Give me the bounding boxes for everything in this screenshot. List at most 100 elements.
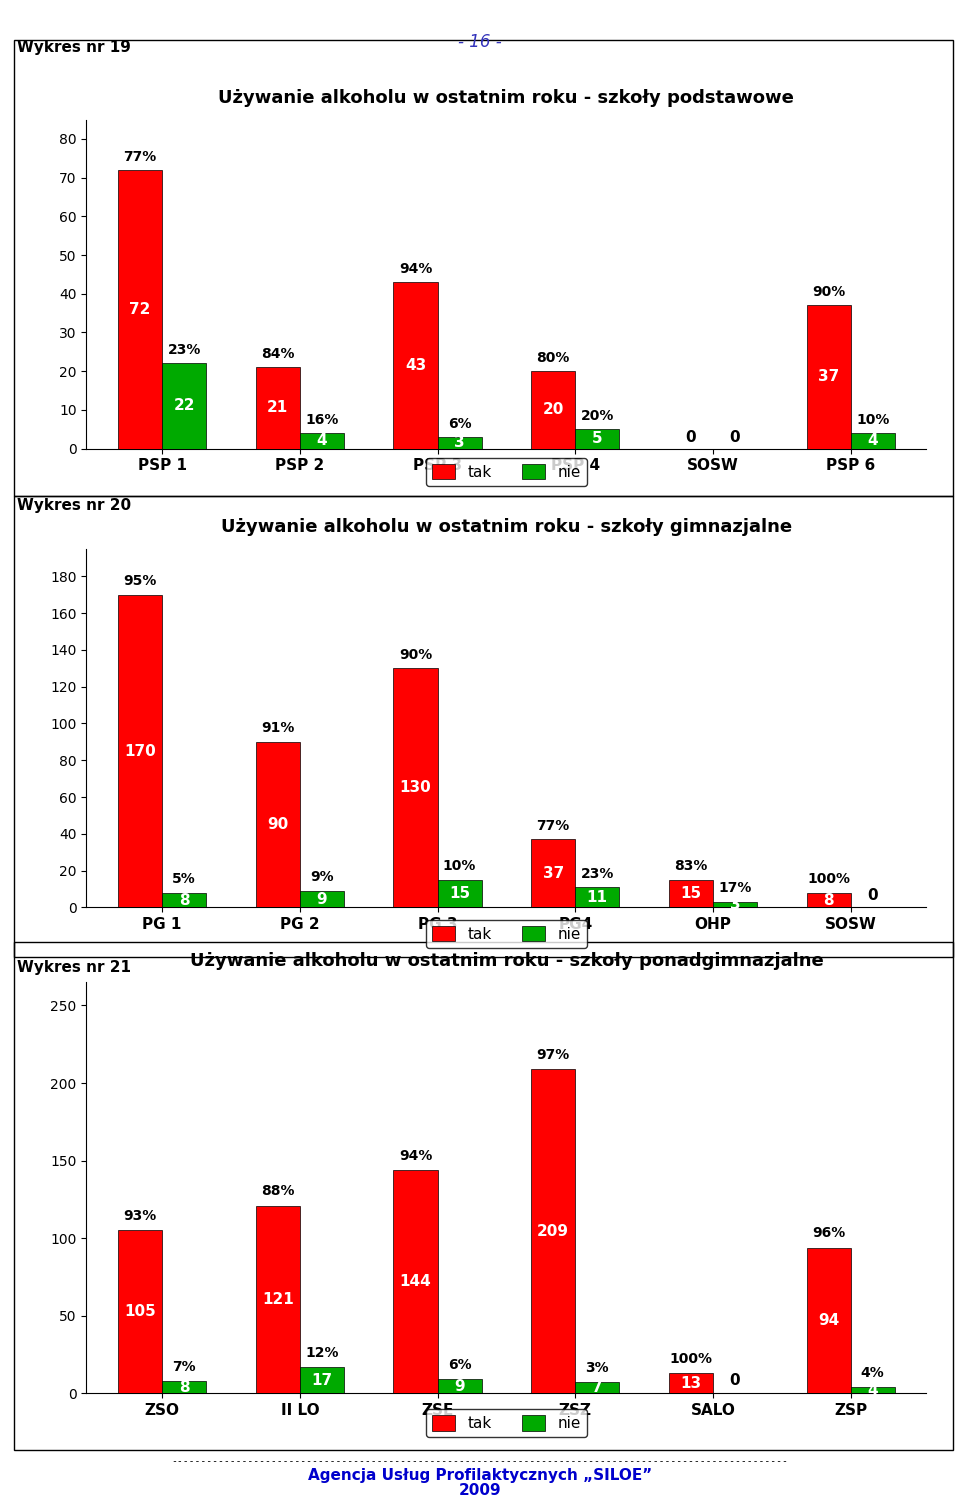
- Text: 72: 72: [130, 302, 151, 317]
- Bar: [162, 893, 206, 907]
- Text: --------------------------------------------------------------------------------: ----------------------------------------…: [172, 1456, 788, 1467]
- Text: 20%: 20%: [581, 410, 614, 423]
- Text: 8: 8: [179, 893, 189, 907]
- Text: Wykres nr 20: Wykres nr 20: [17, 498, 132, 513]
- Text: 5%: 5%: [172, 872, 196, 887]
- Bar: [300, 1366, 344, 1393]
- Text: 77%: 77%: [124, 150, 156, 164]
- Text: 7: 7: [592, 1380, 603, 1395]
- Text: 7%: 7%: [173, 1359, 196, 1374]
- Bar: [255, 368, 300, 448]
- Text: 23%: 23%: [167, 344, 201, 357]
- Text: 90%: 90%: [399, 647, 432, 662]
- Text: 94%: 94%: [398, 1148, 432, 1163]
- Text: 13: 13: [681, 1375, 702, 1390]
- Text: 144: 144: [399, 1274, 431, 1289]
- Text: Wykres nr 21: Wykres nr 21: [17, 960, 132, 975]
- Text: 17: 17: [311, 1372, 332, 1387]
- Text: 9%: 9%: [310, 870, 334, 885]
- Text: 9: 9: [317, 891, 327, 906]
- Bar: [118, 595, 162, 907]
- Bar: [713, 901, 757, 907]
- Text: 3%: 3%: [586, 1360, 609, 1375]
- Text: 90%: 90%: [812, 286, 845, 299]
- Bar: [575, 887, 619, 907]
- Bar: [531, 1069, 575, 1393]
- Bar: [162, 363, 206, 448]
- Bar: [438, 437, 482, 448]
- Text: 121: 121: [262, 1292, 294, 1307]
- Text: 6%: 6%: [447, 417, 471, 431]
- Text: 4%: 4%: [861, 1366, 884, 1380]
- Text: 80%: 80%: [537, 351, 570, 365]
- Text: 88%: 88%: [261, 1184, 295, 1197]
- Text: 10%: 10%: [856, 413, 889, 428]
- Bar: [394, 283, 438, 448]
- Bar: [255, 1205, 300, 1393]
- Legend: tak, nie: tak, nie: [426, 457, 587, 486]
- Title: Używanie alkoholu w ostatnim roku - szkoły gimnazjalne: Używanie alkoholu w ostatnim roku - szko…: [221, 517, 792, 537]
- Bar: [806, 893, 851, 907]
- Bar: [669, 881, 713, 907]
- Text: 23%: 23%: [581, 867, 614, 881]
- Text: 0: 0: [730, 429, 740, 444]
- Text: 83%: 83%: [674, 860, 708, 873]
- Bar: [255, 742, 300, 907]
- Text: 37: 37: [542, 866, 564, 881]
- Title: Używanie alkoholu w ostatnim roku - szkoły ponadgimnazjalne: Używanie alkoholu w ostatnim roku - szko…: [189, 951, 824, 970]
- Bar: [851, 434, 895, 448]
- Text: 91%: 91%: [261, 722, 295, 736]
- Text: Agencja Usług Profilaktycznych „SILOE”: Agencja Usług Profilaktycznych „SILOE”: [308, 1468, 652, 1483]
- Text: 96%: 96%: [812, 1226, 845, 1241]
- Bar: [806, 1247, 851, 1393]
- Bar: [300, 891, 344, 907]
- Bar: [851, 1387, 895, 1393]
- Text: 2009: 2009: [459, 1483, 501, 1495]
- Text: 94: 94: [818, 1313, 839, 1328]
- Bar: [394, 1171, 438, 1393]
- Text: 9: 9: [454, 1378, 465, 1393]
- Text: 3: 3: [454, 435, 465, 450]
- Text: 170: 170: [124, 743, 156, 758]
- Bar: [394, 668, 438, 907]
- Text: 0: 0: [685, 429, 696, 444]
- Legend: tak, nie: tak, nie: [426, 919, 587, 948]
- Bar: [118, 170, 162, 448]
- Text: 4: 4: [868, 1383, 878, 1398]
- Text: 100%: 100%: [669, 1351, 712, 1366]
- Text: 37: 37: [818, 369, 839, 384]
- Text: 4: 4: [317, 434, 327, 448]
- Text: 8: 8: [824, 893, 834, 907]
- Text: 105: 105: [124, 1305, 156, 1320]
- Text: 0: 0: [730, 1374, 740, 1389]
- Bar: [438, 1380, 482, 1393]
- Bar: [118, 1230, 162, 1393]
- Text: 12%: 12%: [305, 1346, 339, 1359]
- Text: 84%: 84%: [261, 347, 295, 362]
- Bar: [575, 429, 619, 448]
- Bar: [300, 434, 344, 448]
- Text: 15: 15: [449, 887, 470, 901]
- Text: 5: 5: [592, 432, 603, 447]
- Text: 6%: 6%: [447, 1357, 471, 1372]
- Text: - 16 -: - 16 -: [458, 33, 502, 51]
- Text: 4: 4: [868, 434, 878, 448]
- Text: 77%: 77%: [537, 819, 570, 833]
- Bar: [806, 305, 851, 448]
- Text: 17%: 17%: [718, 882, 752, 896]
- Text: 130: 130: [399, 780, 431, 795]
- Bar: [669, 1374, 713, 1393]
- Text: 3: 3: [730, 897, 740, 912]
- Text: 209: 209: [538, 1224, 569, 1239]
- Bar: [162, 1381, 206, 1393]
- Text: 94%: 94%: [398, 262, 432, 277]
- Title: Używanie alkoholu w ostatnim roku - szkoły podstawowe: Używanie alkoholu w ostatnim roku - szko…: [219, 88, 794, 108]
- Text: 10%: 10%: [443, 860, 476, 873]
- Text: 15: 15: [681, 887, 702, 901]
- Text: Wykres nr 19: Wykres nr 19: [17, 40, 132, 55]
- Text: 8: 8: [179, 1380, 189, 1395]
- Text: 100%: 100%: [807, 872, 851, 887]
- Text: 95%: 95%: [124, 574, 156, 588]
- Bar: [575, 1383, 619, 1393]
- Text: 16%: 16%: [305, 413, 339, 428]
